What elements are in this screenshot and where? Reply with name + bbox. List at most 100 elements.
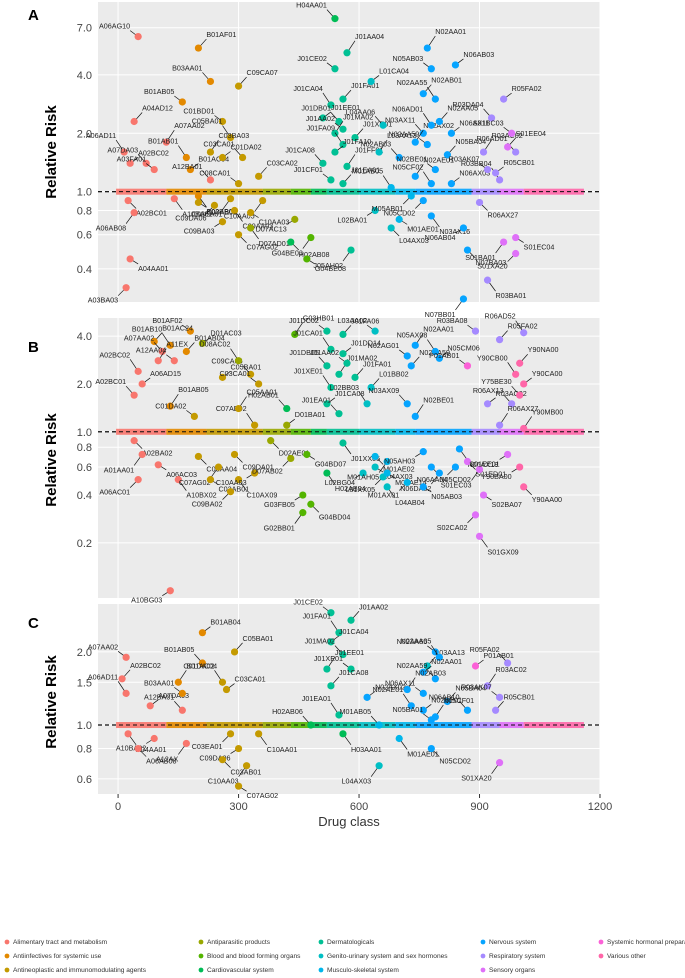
point-label: J05AH02 [313,261,343,270]
data-point [463,706,472,714]
point-label: Y90CB00 [477,353,508,362]
point-label: A02BC02 [130,661,161,670]
point-label: R05FA02 [470,645,500,654]
point-label: A07AA02 [174,121,204,130]
point-label: N02AA55 [397,78,428,87]
data-point [431,675,439,683]
point-label: N05AH03 [384,457,415,466]
legend-entry: Cardiovascular system [207,967,274,974]
data-point [206,148,215,156]
data-point [138,380,146,388]
x-axis-label: Drug class [318,814,380,829]
point-label: N07BA03 [475,258,506,267]
data-point [520,329,528,337]
point-label: Y75BE30 [481,377,511,386]
data-point [198,629,207,637]
data-point [259,196,267,205]
data-point [234,82,243,90]
point-label: H02AB04 [335,484,366,493]
panel-letter: A [28,7,39,24]
data-point [339,95,347,103]
y-tick-label: 0.8 [77,205,92,217]
data-point [218,756,227,764]
data-point [122,284,130,292]
data-point [419,90,427,98]
point-label: B01AB05 [178,385,208,394]
point-label: C01DA02 [155,401,186,410]
point-label: A02BC01 [95,377,126,386]
data-point [130,391,138,399]
legend-entry: Antiparasitic products [207,939,271,946]
data-point [283,421,291,429]
data-point [367,77,375,86]
data-point [327,609,335,617]
point-label: L01BB02 [379,369,409,378]
point-label: Y90NA00 [528,345,559,354]
data-point [247,224,255,232]
data-point [150,165,158,174]
point-label: C09DA01 [243,462,274,471]
data-point [500,95,508,103]
data-point [491,169,500,177]
data-point [291,330,299,339]
point-label: A07AA02 [88,642,118,651]
data-point [134,744,142,753]
data-point [226,195,235,203]
data-point [134,33,142,41]
point-label: J01MA02 [343,112,373,121]
data-point [471,662,480,670]
null-effect-band [359,188,396,195]
point-label: N05CD02 [384,209,416,218]
data-point [190,412,198,420]
point-label: R05FA02 [508,322,538,331]
legend-swatch [4,953,10,959]
data-point [323,362,331,370]
data-point [451,61,460,69]
point-label: M01AB05 [352,167,384,176]
y-tick-label: 2.0 [77,647,92,659]
point-label: B01AB04 [194,334,224,343]
point-label: B01AF02 [152,316,182,325]
y-tick-label: 0.4 [77,490,92,502]
null-effect-band [166,428,207,435]
point-label: R05CB01 [504,692,535,701]
data-point [327,101,335,109]
data-point [419,668,427,676]
data-point [234,357,243,365]
point-label: C03CA01 [219,369,250,378]
point-label: A10BA02 [182,210,212,219]
data-point [483,400,492,408]
data-point [331,15,339,23]
point-label: P01AB01 [429,351,459,360]
point-label: N02AA05 [447,104,478,113]
point-label: D07AC13 [256,224,287,233]
point-label: J01CE02 [293,598,323,607]
point-label: D07AB02 [252,466,283,475]
point-label: C10AA01 [267,745,298,754]
point-label: A06AC03 [166,470,197,479]
data-point [443,697,451,706]
data-point [423,140,431,149]
data-point [419,689,427,697]
point-label: N05CM06 [447,343,479,352]
data-point [363,400,371,408]
data-point [508,129,516,137]
point-label: G04BE08 [315,264,346,273]
data-point [504,143,512,151]
point-label: A06AD15 [150,369,181,378]
data-point [234,744,243,753]
data-point [323,469,331,477]
data-point [206,476,215,484]
point-label: S01XA20 [477,262,507,271]
point-label: N02AA01 [435,27,466,36]
point-label: L03AA13 [387,131,417,140]
data-point [287,454,295,463]
point-label: N02AB03 [360,140,391,149]
legend-swatch [480,953,486,959]
point-label: R05FA02 [512,84,542,93]
data-point [339,730,347,738]
legend-entry: Nervous system [489,939,537,946]
data-point [194,452,202,461]
data-point [234,231,243,239]
data-point [255,172,263,180]
